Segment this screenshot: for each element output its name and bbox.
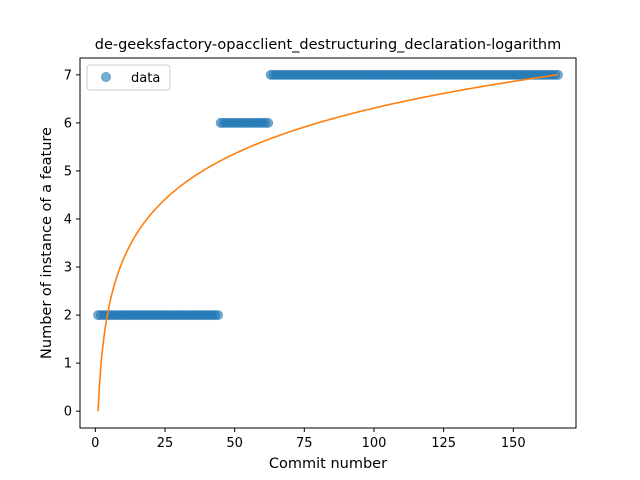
x-axis: 0 25 50 75 100 125 150 bbox=[91, 428, 526, 451]
y-tick-label: 5 bbox=[64, 164, 72, 179]
legend-marker bbox=[101, 72, 111, 82]
fit-line bbox=[97, 73, 559, 412]
x-axis-label: Commit number bbox=[269, 456, 387, 472]
y-tick-label: 2 bbox=[64, 309, 72, 324]
y-axis: 0 1 2 3 4 5 6 7 bbox=[64, 68, 80, 420]
y-tick-label: 1 bbox=[64, 357, 72, 372]
x-tick-label: 100 bbox=[362, 436, 387, 451]
x-tick-label: 0 bbox=[91, 436, 99, 451]
x-tick-label: 125 bbox=[431, 436, 456, 451]
y-tick-label: 6 bbox=[64, 116, 72, 131]
x-tick-label: 75 bbox=[296, 436, 313, 451]
y-tick-label: 3 bbox=[64, 261, 72, 276]
x-tick-label: 50 bbox=[226, 436, 243, 451]
data-point bbox=[263, 117, 274, 128]
chart-title: de-geeksfactory-opacclient_destructuring… bbox=[95, 37, 562, 53]
y-tick-label: 4 bbox=[64, 212, 72, 227]
y-tick-label: 0 bbox=[64, 405, 72, 420]
x-tick-label: 25 bbox=[157, 436, 174, 451]
plot-frame bbox=[79, 57, 577, 429]
y-axis-label: Number of instance of a feature bbox=[39, 127, 55, 359]
data-point bbox=[212, 310, 223, 321]
plot-area bbox=[93, 69, 563, 412]
y-tick-label: 7 bbox=[64, 68, 72, 83]
x-tick-label: 150 bbox=[501, 436, 526, 451]
legend-box bbox=[86, 64, 171, 91]
legend-label: data bbox=[131, 71, 160, 86]
legend: data bbox=[86, 64, 171, 91]
